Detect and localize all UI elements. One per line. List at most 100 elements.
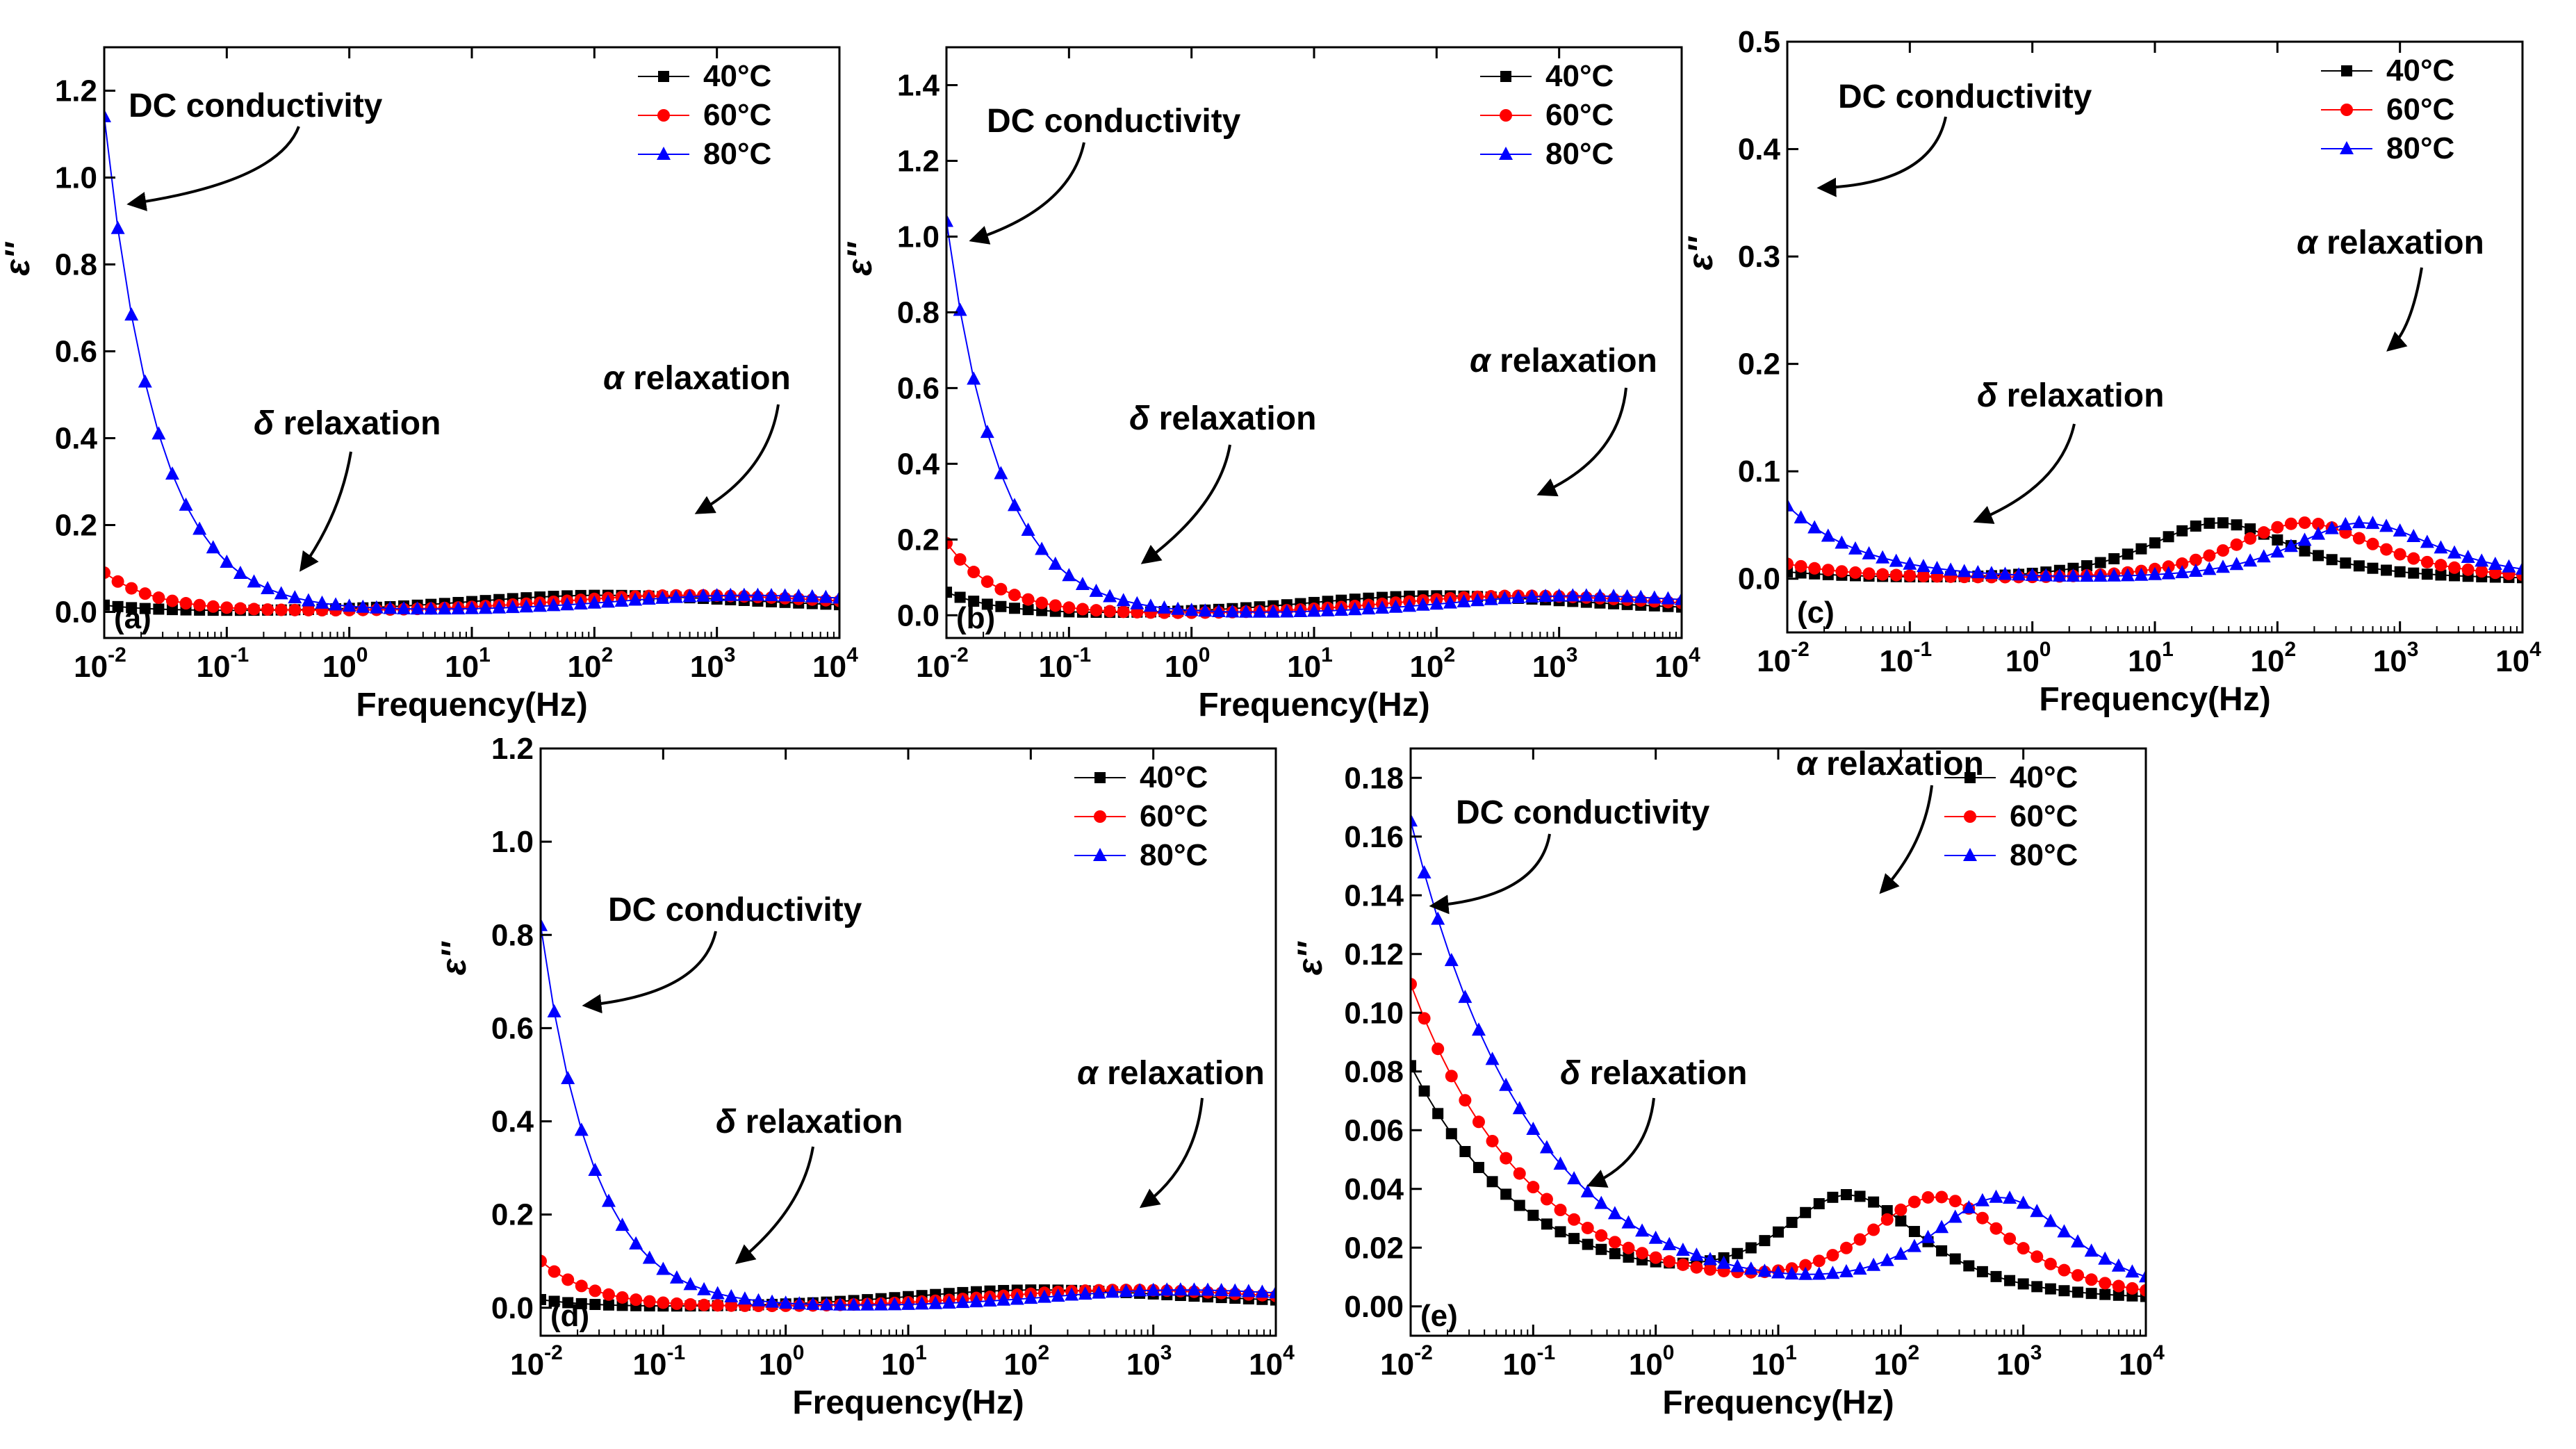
legend-label: 80°C — [1140, 838, 1208, 872]
data-point — [1848, 566, 1862, 579]
annotation-label: δ relaxation — [1129, 400, 1316, 437]
data-point — [1568, 1213, 1581, 1226]
data-point — [1581, 1221, 1594, 1234]
data-point — [1228, 1283, 1242, 1297]
data-point — [1527, 1181, 1540, 1194]
data-point — [724, 1288, 739, 1302]
data-point — [1971, 564, 1985, 578]
data-point — [1889, 568, 1903, 582]
data-point — [1486, 1176, 1498, 1188]
data-point — [981, 575, 994, 588]
data-point — [492, 600, 507, 614]
annotation-arrow — [2386, 267, 2423, 352]
data-point — [165, 594, 179, 607]
data-point — [1527, 1209, 1539, 1221]
data-point — [1787, 557, 1794, 571]
annotation-label: α relaxation — [1077, 1055, 1265, 1092]
y-tick-label: 0.6 — [491, 1011, 534, 1045]
data-point — [1049, 599, 1062, 612]
data-point — [1418, 1085, 1430, 1097]
data-point — [2488, 556, 2502, 570]
x-tick-label: 10-1 — [1503, 1341, 1556, 1382]
data-point — [1214, 1282, 1229, 1296]
data-point — [1607, 589, 1621, 603]
series-line — [541, 925, 1276, 1306]
data-point — [1021, 522, 1035, 536]
data-point — [1607, 1206, 1622, 1220]
data-point — [1445, 1070, 1458, 1083]
data-point — [601, 1193, 616, 1207]
data-point — [1876, 550, 1890, 564]
data-point — [1908, 1195, 1921, 1209]
data-point — [541, 1293, 546, 1305]
data-point — [1759, 1235, 1771, 1247]
data-point — [2094, 557, 2106, 568]
data-point — [668, 589, 683, 603]
data-point — [2475, 553, 2489, 567]
data-point — [2338, 516, 2353, 530]
data-point — [2229, 557, 2244, 571]
data-point — [2284, 517, 2297, 530]
data-point — [792, 1296, 807, 1310]
data-point — [1903, 569, 1917, 582]
data-point — [642, 1250, 657, 1264]
chart-panel-a: 10-2 10-1 100 101 102 103 104 0.0 0.2 0.4 0.6 0.8 1.… — [0, 46, 858, 723]
data-point — [548, 1295, 560, 1307]
data-point — [981, 598, 993, 610]
data-point — [846, 1297, 861, 1311]
data-point — [2003, 1232, 2017, 1245]
data-point — [765, 1294, 780, 1308]
data-point — [1921, 1229, 1935, 1243]
data-point — [2297, 532, 2312, 546]
y-tick-label: 0.5 — [1738, 25, 1780, 59]
data-point — [1990, 1270, 2002, 1282]
data-point — [1411, 978, 1417, 991]
y-tick-label: 0.2 — [1738, 347, 1780, 382]
data-point — [153, 603, 165, 615]
data-point — [2257, 526, 2270, 539]
data-point — [2447, 545, 2462, 559]
data-point — [1010, 1291, 1024, 1305]
data-point — [2421, 568, 2433, 580]
data-point — [1930, 560, 1944, 574]
legend: 40°C 60°C 80°C — [2321, 54, 2454, 165]
data-point — [1787, 566, 1793, 578]
data-point — [1171, 601, 1186, 615]
legend-label: 80°C — [703, 137, 771, 171]
data-point — [901, 1296, 915, 1310]
data-point — [2122, 548, 2133, 560]
data-point — [1062, 568, 1076, 582]
y-tick-label: 0.8 — [491, 918, 534, 952]
data-point — [1595, 1243, 1607, 1255]
data-point — [2216, 544, 2229, 557]
data-point — [887, 1297, 902, 1311]
data-point — [192, 521, 207, 535]
data-point — [220, 601, 233, 614]
x-tick-label: 10-2 — [74, 644, 126, 684]
x-tick-label: 104 — [1249, 1341, 1295, 1382]
y-tick-label: 0.4 — [897, 447, 940, 481]
annotation-arrow — [582, 931, 717, 1014]
data-point — [2098, 1251, 2113, 1265]
data-point — [1595, 1229, 1608, 1242]
plot-frame — [1409, 747, 2147, 1337]
series-80C — [946, 213, 1682, 618]
data-point — [1935, 1220, 1949, 1234]
data-point — [2099, 1277, 2112, 1290]
data-point — [2340, 557, 2352, 569]
data-point — [1119, 1284, 1133, 1297]
data-point — [1917, 569, 1930, 582]
annotation: DC conductivity — [126, 88, 383, 211]
data-point — [1975, 1193, 1990, 1206]
data-point — [1566, 588, 1580, 602]
data-point — [1690, 1261, 1703, 1274]
data-point — [723, 587, 738, 601]
x-tick-label: 100 — [2005, 638, 2051, 678]
data-point — [1486, 1134, 1499, 1147]
y-tick-label: 0.4 — [1738, 133, 1781, 167]
data-point — [684, 1297, 697, 1311]
data-point — [1541, 1218, 1552, 1230]
data-point — [561, 1070, 575, 1084]
data-point — [643, 1295, 656, 1308]
data-point — [2017, 1278, 2029, 1290]
